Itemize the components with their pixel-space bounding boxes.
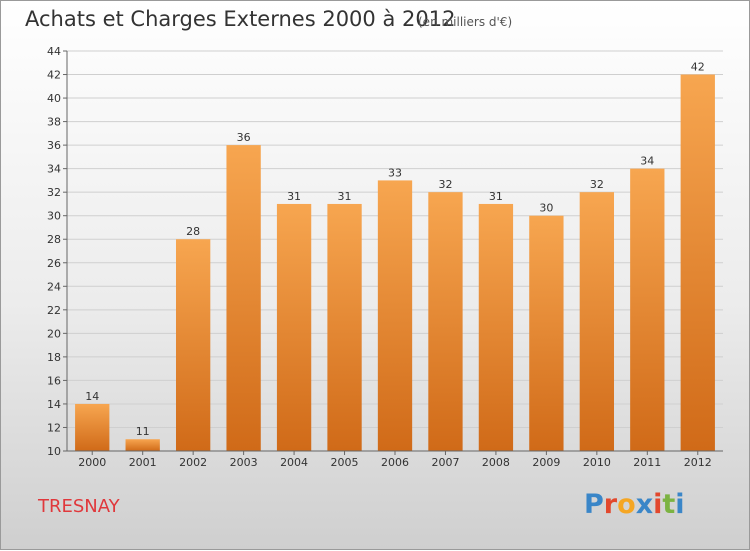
y-tick-label: 42 xyxy=(47,69,61,82)
commune-name: TRESNAY xyxy=(38,496,120,517)
y-tick-label: 14 xyxy=(47,398,61,411)
bar-2002 xyxy=(175,239,211,451)
logo-letter: x xyxy=(635,489,654,520)
x-tick-label: 2002 xyxy=(179,456,207,469)
y-tick-label: 44 xyxy=(47,45,61,58)
x-tick-label: 2008 xyxy=(482,456,510,469)
data-label: 34 xyxy=(640,155,654,168)
bar-2003 xyxy=(226,145,261,451)
y-tick-label: 32 xyxy=(47,186,61,199)
data-labels: 14 11 28 36 31 31 33 32 31 30 32 34 42 xyxy=(85,61,705,439)
data-label: 42 xyxy=(691,61,705,74)
y-tick-label: 12 xyxy=(47,421,61,434)
y-tick-label: 18 xyxy=(47,351,61,364)
data-label: 33 xyxy=(388,166,402,179)
data-label: 36 xyxy=(237,131,251,144)
proxiti-logo[interactable]: Proxiti xyxy=(584,489,685,520)
logo-letter: i xyxy=(675,489,685,520)
logo-letter: P xyxy=(584,489,604,520)
logo-letter: i xyxy=(653,489,663,520)
bar-2010 xyxy=(579,192,615,452)
bar-2008 xyxy=(478,203,514,451)
x-tick-label: 2000 xyxy=(78,456,106,469)
y-tick-label: 10 xyxy=(47,445,61,458)
bar-2005 xyxy=(327,203,362,451)
data-label: 31 xyxy=(489,190,503,203)
data-label: 31 xyxy=(338,190,352,203)
x-tick-label: 2003 xyxy=(230,456,258,469)
y-tick-label: 34 xyxy=(47,163,61,176)
x-tick-label: 2006 xyxy=(381,456,409,469)
y-tick-label: 26 xyxy=(47,257,61,270)
data-label: 32 xyxy=(438,178,452,191)
y-tick-label: 40 xyxy=(47,92,61,105)
x-tick-label: 2004 xyxy=(280,456,308,469)
data-label: 31 xyxy=(287,190,301,203)
x-tick-label: 2010 xyxy=(583,456,611,469)
logo-letter: r xyxy=(603,489,618,520)
y-tick-label: 24 xyxy=(47,280,61,293)
logo-letter: t xyxy=(662,489,676,520)
bar-2012 xyxy=(680,74,715,451)
bar-2011 xyxy=(630,168,665,451)
y-tick-label: 20 xyxy=(47,327,61,340)
bar-2000 xyxy=(75,403,110,451)
bar-2009 xyxy=(529,215,564,451)
bars xyxy=(75,74,715,452)
chart-title: Achats et Charges Externes 2000 à 2012 xyxy=(25,7,456,31)
x-tick-label: 2001 xyxy=(129,456,157,469)
bar-2001 xyxy=(125,439,160,451)
data-label: 28 xyxy=(186,225,200,238)
y-tick-label: 36 xyxy=(47,139,61,152)
data-label: 11 xyxy=(136,425,150,438)
y-tick-label: 30 xyxy=(47,210,61,223)
y-tick-label: 38 xyxy=(47,116,61,129)
x-tick-label: 2011 xyxy=(633,456,661,469)
x-tick-label: 2012 xyxy=(684,456,712,469)
axes: 10 12 14 16 18 20 22 24 26 28 30 32 34 36 38 40 42 44 2000… xyxy=(47,45,723,469)
logo-letter: o xyxy=(617,489,636,520)
y-tick-label: 28 xyxy=(47,233,61,246)
x-tick-label: 2009 xyxy=(532,456,560,469)
bar-2004 xyxy=(276,203,312,451)
data-label: 32 xyxy=(590,178,604,191)
bar-2007 xyxy=(428,192,463,452)
data-label: 14 xyxy=(85,390,99,403)
y-tick-label: 16 xyxy=(47,374,61,387)
bar-2006 xyxy=(377,180,413,452)
x-tick-label: 2005 xyxy=(331,456,359,469)
y-tick-label: 22 xyxy=(47,304,61,317)
data-label: 30 xyxy=(539,202,553,215)
chart-subtitle: (en milliers d'€) xyxy=(418,15,513,29)
x-tick-label: 2007 xyxy=(431,456,459,469)
